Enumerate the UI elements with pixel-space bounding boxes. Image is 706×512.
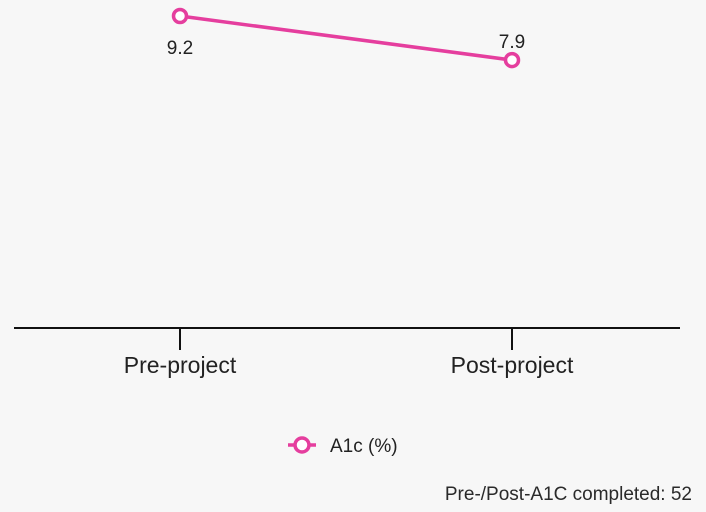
data-point <box>171 7 189 25</box>
x-tick-label: Post-project <box>451 352 574 378</box>
footnote-completed-count: Pre-/Post-A1C completed: 52 <box>444 484 692 505</box>
series-layer <box>171 7 521 69</box>
legend-label: A1c (%) <box>330 436 398 457</box>
legend-marker-swatch <box>293 436 311 454</box>
data-label: 9.2 <box>167 38 193 59</box>
data-label: 7.9 <box>499 32 525 53</box>
legend: A1c (%) <box>288 436 398 457</box>
x-tick-label: Pre-project <box>124 352 237 378</box>
data-labels: 9.2 7.9 <box>167 32 525 59</box>
data-point <box>503 51 521 69</box>
series-line <box>179 14 513 62</box>
x-axis-ticks: Pre-project Post-project <box>124 328 574 378</box>
